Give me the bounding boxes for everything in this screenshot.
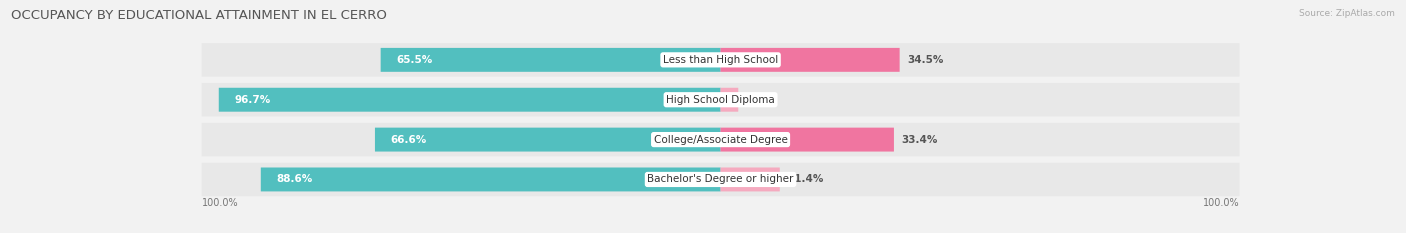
Text: 88.6%: 88.6%: [277, 175, 312, 185]
Text: Less than High School: Less than High School: [664, 55, 778, 65]
FancyBboxPatch shape: [375, 128, 721, 151]
Text: 96.7%: 96.7%: [235, 95, 270, 105]
Text: 66.6%: 66.6%: [391, 135, 427, 145]
Text: 100.0%: 100.0%: [201, 198, 239, 208]
Text: College/Associate Degree: College/Associate Degree: [654, 135, 787, 145]
FancyBboxPatch shape: [381, 48, 721, 72]
FancyBboxPatch shape: [201, 43, 1240, 77]
FancyBboxPatch shape: [201, 83, 1240, 116]
FancyBboxPatch shape: [201, 163, 1240, 196]
Text: 100.0%: 100.0%: [1202, 198, 1240, 208]
FancyBboxPatch shape: [720, 128, 894, 151]
Text: 33.4%: 33.4%: [901, 135, 938, 145]
Text: Source: ZipAtlas.com: Source: ZipAtlas.com: [1299, 9, 1395, 18]
FancyBboxPatch shape: [720, 88, 738, 112]
Text: OCCUPANCY BY EDUCATIONAL ATTAINMENT IN EL CERRO: OCCUPANCY BY EDUCATIONAL ATTAINMENT IN E…: [11, 9, 387, 22]
Text: 11.4%: 11.4%: [787, 175, 824, 185]
Text: 65.5%: 65.5%: [396, 55, 433, 65]
Text: 3.4%: 3.4%: [747, 95, 775, 105]
FancyBboxPatch shape: [260, 168, 721, 192]
FancyBboxPatch shape: [720, 48, 900, 72]
Text: Bachelor's Degree or higher: Bachelor's Degree or higher: [647, 175, 794, 185]
Text: High School Diploma: High School Diploma: [666, 95, 775, 105]
FancyBboxPatch shape: [201, 123, 1240, 156]
Text: 34.5%: 34.5%: [907, 55, 943, 65]
FancyBboxPatch shape: [720, 168, 780, 192]
FancyBboxPatch shape: [219, 88, 721, 112]
